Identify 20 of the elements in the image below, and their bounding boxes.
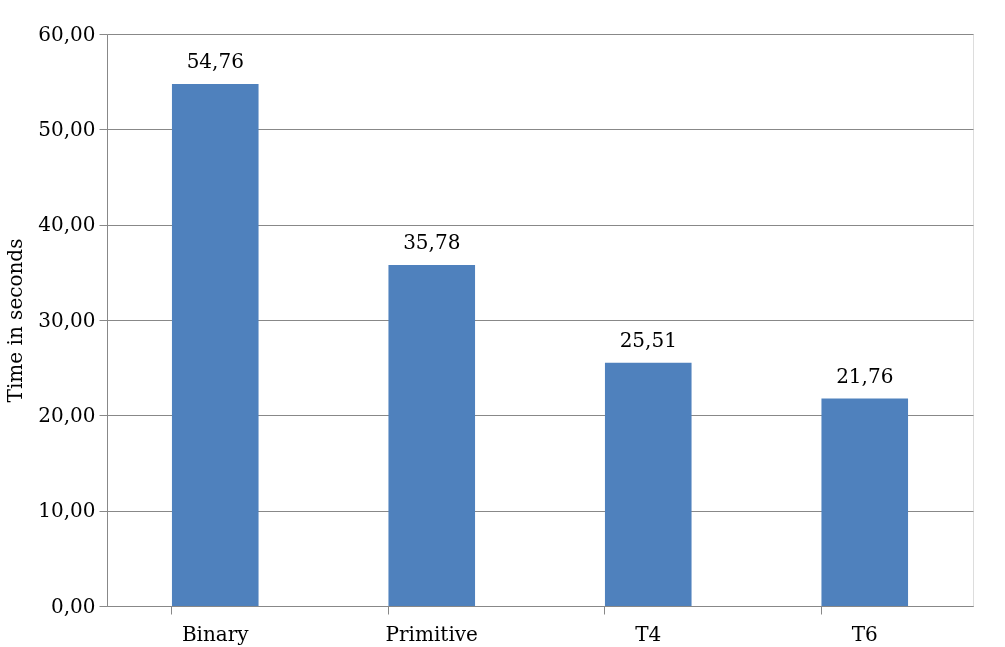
data-label: 25,51 [619,327,677,352]
bar [171,83,259,606]
x-tick-label: Binary [181,621,250,646]
bar [821,398,909,606]
x-tick-label: T6 [851,621,878,646]
y-tick-label: 40,00 [38,212,96,237]
y-tick-label: 30,00 [38,307,96,332]
data-label: 21,76 [836,363,894,388]
y-tick-label: 50,00 [38,116,96,141]
x-tick-label: Primitive [385,621,478,646]
data-label: 35,78 [403,229,461,254]
bar [388,264,476,606]
y-tick-label: 20,00 [38,402,96,427]
y-tick-label: 10,00 [38,498,96,523]
data-label: 54,76 [186,48,244,73]
x-tick-label: T4 [635,621,662,646]
y-axis-title: Time in seconds [3,238,28,403]
bar [604,362,692,606]
y-tick-label: 0,00 [50,593,96,618]
y-tick-label: 60,00 [38,21,96,46]
